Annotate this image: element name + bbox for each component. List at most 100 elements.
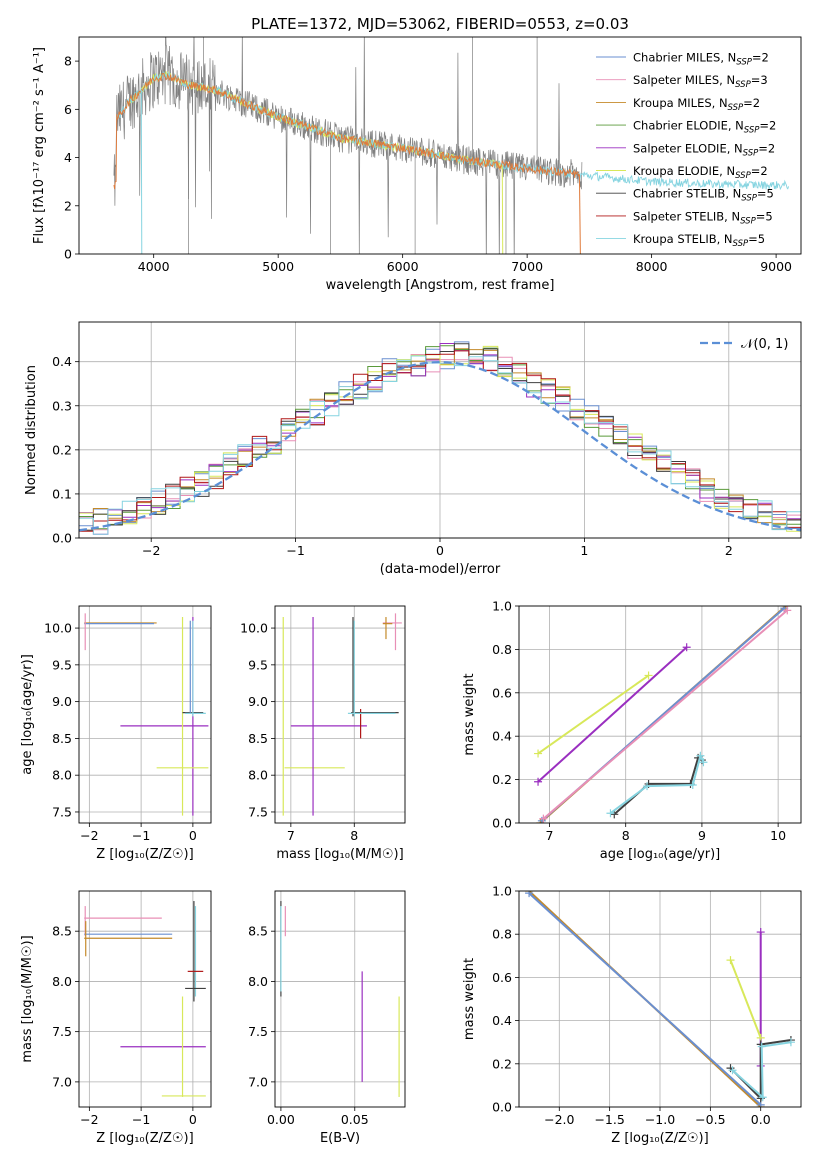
plus-marker	[644, 671, 653, 680]
y-tick-label: 8.5	[52, 924, 72, 939]
axes-frame	[78, 321, 802, 539]
y-tick-label: 0.1	[52, 486, 72, 501]
y-tick-label: 0.4	[492, 1013, 512, 1028]
weight-line	[537, 674, 650, 755]
x-tick-label: 0	[436, 543, 444, 558]
plot-area	[280, 901, 400, 1097]
plot-area	[534, 606, 792, 823]
plus-marker	[688, 781, 697, 790]
axes-frame	[274, 890, 406, 1108]
x-tick-label: −1	[132, 828, 150, 843]
x-axis-label: Z [log₁₀(Z/Z☉)]	[611, 1131, 708, 1146]
legend-entry: Kroupa MILES, NSSP=2	[633, 96, 760, 113]
plus-marker	[610, 810, 619, 819]
age-vs-Z-panel: −2 −1 0 7.5 8.0 8.5 9.0 9.5 10.0 Z [log₁₀(Z/Z☉)] a…	[20, 605, 212, 862]
x-axis-label: age [log₁₀(age/yr)]	[600, 847, 721, 862]
x-axis-label: (data-model)/error	[380, 562, 501, 577]
plot-area	[525, 891, 795, 1107]
x-tick-label: 0.00	[267, 1112, 295, 1127]
axes-frame	[518, 890, 802, 1108]
y-tick-label: 0.0	[492, 816, 512, 831]
mass-vs-Z-panel: −2 −1 0 7.0 7.5 8.0 8.5 Z [log₁₀(Z/Z☉)] mass [lo…	[20, 890, 212, 1146]
y-axis-label: age [log₁₀(age/yr)]	[20, 654, 35, 775]
mass-vs-ebv-panel: 0.00 0.05 7.0 7.5 8.0 8.5 E(B-V)	[248, 890, 406, 1146]
axes-frame	[518, 605, 802, 824]
y-tick-label: 9.5	[248, 657, 268, 672]
y-tick-label: 7.5	[248, 1024, 268, 1039]
y-tick-label: 9.0	[52, 694, 72, 709]
y-tick-label: 0.0	[492, 1100, 512, 1115]
histogram-step	[79, 354, 801, 531]
grid	[275, 891, 405, 1107]
legend-entry: Chabrier MILES, NSSP=2	[633, 51, 769, 68]
plus-marker	[786, 1038, 795, 1047]
weight-line	[729, 959, 762, 1039]
y-tick-label: 2	[64, 198, 72, 213]
y-tick-label: 7.0	[52, 1074, 72, 1089]
y-tick-label: 0.2	[492, 772, 512, 787]
x-tick-label: 2	[725, 543, 733, 558]
x-tick-label: 0	[189, 1112, 197, 1127]
y-tick-label: 9.5	[52, 657, 72, 672]
x-tick-label: 0.05	[341, 1112, 369, 1127]
legend-entry: Chabrier STELIB, NSSP=5	[633, 187, 774, 204]
histogram-step	[79, 355, 801, 535]
y-tick-label: 0	[64, 247, 72, 262]
plus-marker	[758, 1093, 767, 1102]
plus-marker	[783, 606, 792, 615]
x-tick-label: 0.0	[751, 1112, 771, 1127]
spectrum-model-edge	[578, 174, 581, 254]
plot-area	[84, 901, 206, 1097]
y-tick-label: 8	[64, 54, 72, 69]
x-tick-label: −0.5	[695, 1112, 725, 1127]
y-tick-label: 8.0	[52, 768, 72, 783]
x-tick-label: −2	[80, 1112, 98, 1127]
age-vs-mass-panel: 7 8 7.5 8.0 8.5 9.0 9.5 10.0 mass [log₁₀(M/M☉)]	[240, 605, 406, 862]
x-tick-label: −1	[132, 1112, 150, 1127]
y-tick-label: 0.8	[492, 642, 512, 657]
y-tick-label: 8.0	[248, 768, 268, 783]
y-tick-label: 0.0	[52, 531, 72, 546]
y-tick-label: 8.5	[248, 924, 268, 939]
y-tick-label: 0.6	[492, 970, 512, 985]
x-tick-label: −2.0	[544, 1112, 574, 1127]
plus-marker	[757, 1042, 766, 1051]
x-tick-label: 8000	[636, 259, 668, 274]
spectrum-panel: 4000 5000 6000 7000 8000 9000 0 2 4 6 8 wavelength …	[32, 36, 802, 293]
y-tick-label: 9.0	[248, 694, 268, 709]
grid	[275, 606, 405, 823]
spectrum-model-line	[113, 72, 580, 190]
weight-line	[731, 1041, 792, 1100]
histogram-step	[79, 350, 801, 532]
weight-vs-age-panel: 7 8 9 10 0.0 0.2 0.4 0.6 0.8 1.0 age [log₁₀(age/yr…	[462, 599, 802, 862]
y-tick-label: 8.0	[52, 974, 72, 989]
plus-marker	[525, 891, 534, 898]
x-tick-label: −1.5	[594, 1112, 624, 1127]
plus-marker	[643, 782, 652, 791]
axes-frame	[274, 605, 406, 824]
legend-entry: Salpeter STELIB, NSSP=5	[633, 209, 773, 226]
y-tick-label: 6	[64, 102, 72, 117]
grid	[79, 891, 211, 1107]
y-tick-label: 1.0	[492, 599, 512, 614]
x-tick-label: −1	[286, 543, 304, 558]
x-axis-label: wavelength [Angstrom, rest frame]	[326, 278, 555, 293]
plus-marker	[699, 758, 708, 767]
y-tick-label: 10.0	[240, 621, 268, 636]
legend-entry: Kroupa ELODIE, NSSP=2	[633, 164, 768, 181]
grid	[79, 606, 211, 823]
x-tick-label: −2	[142, 543, 160, 558]
x-tick-label: 8	[350, 828, 358, 843]
x-tick-label: 9000	[760, 259, 792, 274]
x-tick-label: 5000	[262, 259, 294, 274]
y-tick-label: 0.2	[52, 442, 72, 457]
legend-entry: 𝒩(0, 1)	[741, 337, 788, 352]
legend-entry: Kroupa STELIB, NSSP=5	[633, 232, 765, 249]
y-tick-label: 1.0	[492, 884, 512, 899]
plus-marker	[534, 749, 543, 758]
weight-line	[528, 892, 762, 1106]
plus-marker	[728, 1066, 737, 1075]
x-tick-label: 6000	[387, 259, 419, 274]
plot-area	[113, 37, 790, 254]
